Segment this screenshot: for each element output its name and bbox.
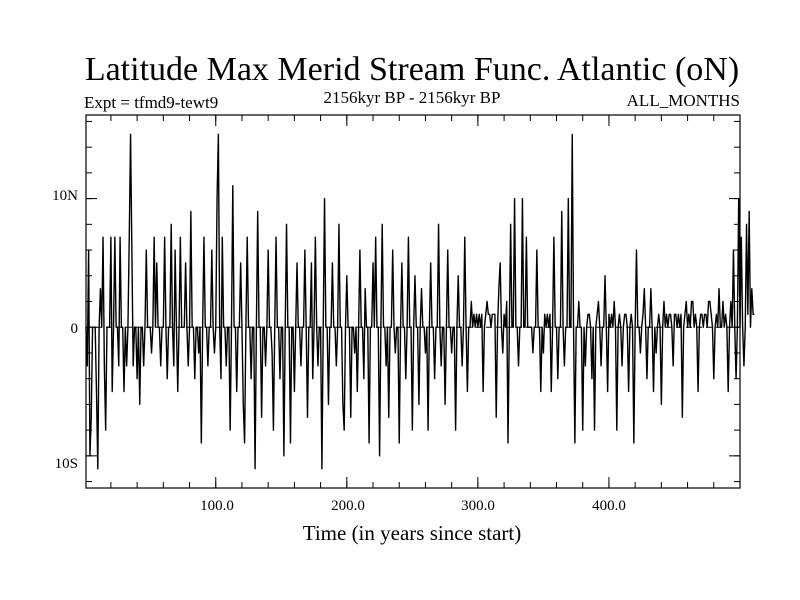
months-label: ALL_MONTHS <box>627 91 740 110</box>
chart-title: Latitude Max Merid Stream Func. Atlantic… <box>85 51 739 88</box>
x-tick-label-400: 400.0 <box>592 498 626 514</box>
series-line <box>85 133 755 470</box>
y-tick-label-0: 0 <box>71 321 79 337</box>
y-tick-label-10N: 10N <box>52 188 78 204</box>
x-tick-label-200: 200.0 <box>331 498 365 514</box>
major-ticks <box>86 115 740 488</box>
minor-ticks <box>86 115 741 488</box>
x-tick-label-100: 100.0 <box>200 498 234 514</box>
plot-area <box>85 114 741 489</box>
y-tick-label-10S: 10S <box>55 456 78 472</box>
x-tick-label-300: 300.0 <box>461 498 495 514</box>
period-label: 2156kyr BP - 2156kyr BP <box>324 88 501 107</box>
x-axis-label: Time (in years since start) <box>303 521 522 545</box>
experiment-label: Expt = tfmd9-tewt9 <box>84 93 218 112</box>
